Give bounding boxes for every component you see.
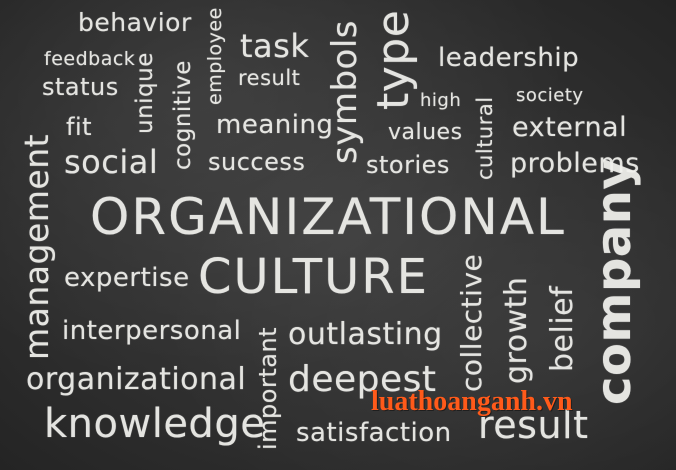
word-social: social <box>64 143 159 181</box>
word-high: high <box>420 90 462 111</box>
word-organizational-main: ORGANIZATIONAL <box>90 188 566 246</box>
word-feedback: feedback <box>44 48 136 70</box>
word-knowledge: knowledge <box>44 401 266 447</box>
word-management: management <box>17 133 56 360</box>
word-deepest: deepest <box>288 359 437 400</box>
word-outlasting: outlasting <box>288 317 443 352</box>
word-culture: CULTURE <box>198 249 429 305</box>
word-behavior: behavior <box>78 8 192 37</box>
word-collective: collective <box>455 253 488 392</box>
word-cognitive: cognitive <box>170 60 196 170</box>
word-society: society <box>516 85 584 106</box>
word-satisfaction: satisfaction <box>296 418 452 448</box>
word-success: success <box>208 148 306 176</box>
word-problems: problems <box>510 148 640 179</box>
word-belief: belief <box>545 285 580 372</box>
word-external: external <box>512 112 628 143</box>
word-status: status <box>42 73 119 101</box>
word-cultural: cultural <box>473 96 497 180</box>
word-leadership: leadership <box>438 43 580 73</box>
word-unique: unique <box>132 52 158 134</box>
word-stories: stories <box>366 151 450 179</box>
word-result-top: result <box>238 66 301 90</box>
word-organizational-small: organizational <box>26 362 247 397</box>
watermark-text: luathoanganh.vn <box>371 386 573 417</box>
word-fit: fit <box>66 113 93 141</box>
word-values: values <box>388 120 463 145</box>
word-employee: employee <box>204 7 226 105</box>
word-growth: growth <box>499 276 534 384</box>
word-meaning: meaning <box>216 110 334 140</box>
word-company: company <box>586 157 642 405</box>
word-result-bottom: result <box>478 403 589 447</box>
word-type: type <box>368 9 419 110</box>
word-interpersonal: interpersonal <box>62 316 242 346</box>
word-task: task <box>240 27 310 65</box>
word-symbols: symbols <box>325 20 365 164</box>
word-expertise: expertise <box>64 263 190 293</box>
